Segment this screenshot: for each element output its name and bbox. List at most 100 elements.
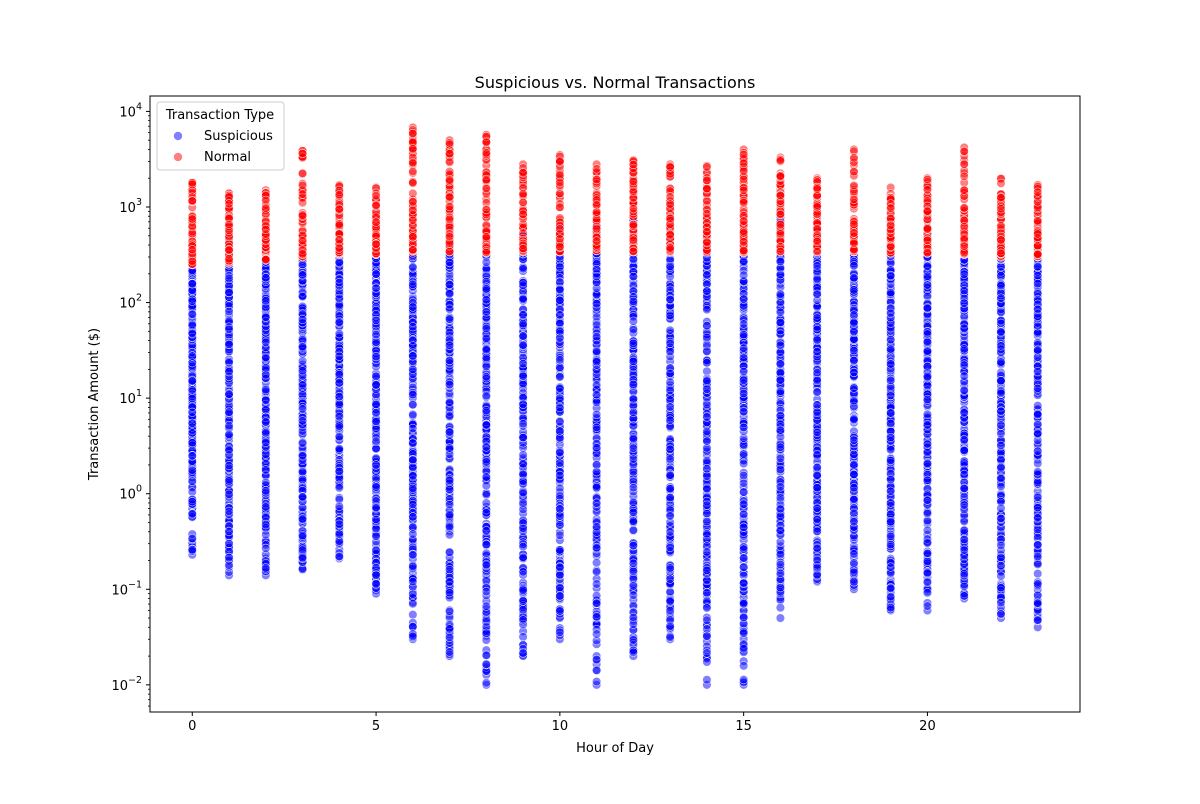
data-point xyxy=(592,558,602,568)
data-point xyxy=(959,569,969,579)
data-point xyxy=(702,346,712,356)
data-point xyxy=(408,341,418,351)
data-point xyxy=(665,377,675,387)
data-point xyxy=(628,635,638,645)
data-point xyxy=(224,421,234,431)
data-point xyxy=(849,577,859,587)
data-point xyxy=(408,302,418,312)
data-point xyxy=(739,628,749,638)
data-point xyxy=(187,509,197,519)
data-point xyxy=(261,486,271,496)
data-point xyxy=(886,531,896,541)
data-point xyxy=(334,317,344,327)
data-point xyxy=(922,303,933,313)
data-point xyxy=(775,359,785,369)
data-point xyxy=(445,577,455,587)
data-point xyxy=(555,582,565,593)
data-point xyxy=(445,475,455,485)
data-point xyxy=(481,420,491,430)
data-point xyxy=(518,615,528,625)
data-point xyxy=(849,273,859,283)
data-point xyxy=(849,469,859,480)
data-point xyxy=(922,577,933,587)
data-point xyxy=(886,445,896,455)
data-point xyxy=(261,352,271,362)
data-point xyxy=(628,483,638,493)
data-point xyxy=(408,462,418,473)
data-point xyxy=(849,396,859,406)
data-point xyxy=(775,559,785,570)
data-point xyxy=(702,588,712,598)
data-point xyxy=(628,540,638,551)
data-point xyxy=(775,289,785,299)
data-point xyxy=(481,490,491,500)
data-point xyxy=(481,678,491,688)
data-point xyxy=(592,312,602,322)
data-point xyxy=(518,450,528,460)
data-point xyxy=(592,579,602,589)
data-point xyxy=(922,261,933,271)
data-point xyxy=(481,372,491,382)
data-point xyxy=(334,293,344,303)
data-point xyxy=(408,400,418,410)
data-point xyxy=(665,338,675,348)
data-point xyxy=(739,294,749,304)
data-point xyxy=(702,657,712,667)
data-point xyxy=(849,483,859,493)
data-point xyxy=(628,581,638,591)
data-point xyxy=(334,411,344,421)
data-point xyxy=(702,483,712,494)
plot-area xyxy=(149,95,1081,713)
data-point xyxy=(665,261,675,271)
data-point xyxy=(187,351,197,361)
data-point xyxy=(849,318,859,328)
data-point xyxy=(849,549,859,559)
data-point xyxy=(261,520,271,530)
data-point xyxy=(445,314,455,324)
data-point xyxy=(959,371,969,381)
data-point xyxy=(739,330,749,340)
data-point xyxy=(922,548,933,559)
data-point xyxy=(775,465,785,475)
data-point xyxy=(959,323,969,333)
data-point xyxy=(187,376,197,386)
data-point xyxy=(702,615,712,625)
data-point xyxy=(224,476,234,486)
data-point xyxy=(371,570,381,580)
data-point xyxy=(224,367,234,377)
data-point xyxy=(187,328,197,338)
data-point xyxy=(922,394,933,404)
data-point xyxy=(959,408,969,418)
data-point xyxy=(481,472,491,482)
data-point xyxy=(555,393,565,403)
data-point xyxy=(739,612,749,623)
data-point xyxy=(665,470,675,480)
data-point xyxy=(739,487,749,497)
data-point xyxy=(922,447,933,458)
data-point xyxy=(261,296,271,306)
data-point xyxy=(518,278,528,288)
data-point xyxy=(886,455,896,465)
data-point xyxy=(665,493,675,503)
data-point xyxy=(886,408,896,418)
data-point xyxy=(849,495,859,505)
data-point xyxy=(739,256,749,266)
data-point xyxy=(408,423,418,433)
data-point xyxy=(702,464,712,474)
data-point xyxy=(408,322,418,332)
data-point xyxy=(187,418,197,428)
data-point xyxy=(408,351,418,361)
data-point xyxy=(555,562,565,572)
data-point xyxy=(518,319,528,329)
data-point xyxy=(775,511,785,521)
data-point xyxy=(959,385,969,395)
data-point xyxy=(408,589,418,599)
data-point xyxy=(739,422,749,432)
data-point xyxy=(445,606,455,616)
data-point xyxy=(297,451,308,461)
data-point xyxy=(592,357,602,367)
data-point xyxy=(445,411,455,421)
data-point xyxy=(224,506,234,516)
data-point xyxy=(665,415,675,425)
data-point xyxy=(481,442,491,452)
